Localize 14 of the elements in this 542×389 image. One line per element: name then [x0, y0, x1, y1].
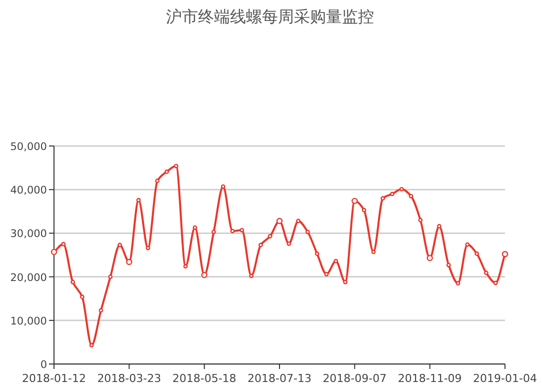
xtick: 2019-01-04 [473, 372, 537, 385]
title: 沪市终端线螺每周采购量监控 [166, 7, 374, 26]
xtick: 2018-01-12 [22, 372, 86, 385]
ytick: 50,000 [10, 141, 47, 153]
ytick: 10,000 [10, 315, 47, 328]
ytick: 30,000 [10, 228, 47, 240]
xtick: 2018-05-18 [172, 372, 236, 385]
xtick: 2018-07-13 [248, 372, 312, 385]
ytick: 20,000 [10, 272, 47, 284]
xtick: 2018-03-23 [97, 372, 162, 385]
ytick: 0 [40, 359, 47, 371]
xtick: 2018-11-09 [398, 372, 462, 385]
ytick: 40,000 [10, 184, 47, 197]
xtick: 2018-09-07 [322, 372, 387, 385]
